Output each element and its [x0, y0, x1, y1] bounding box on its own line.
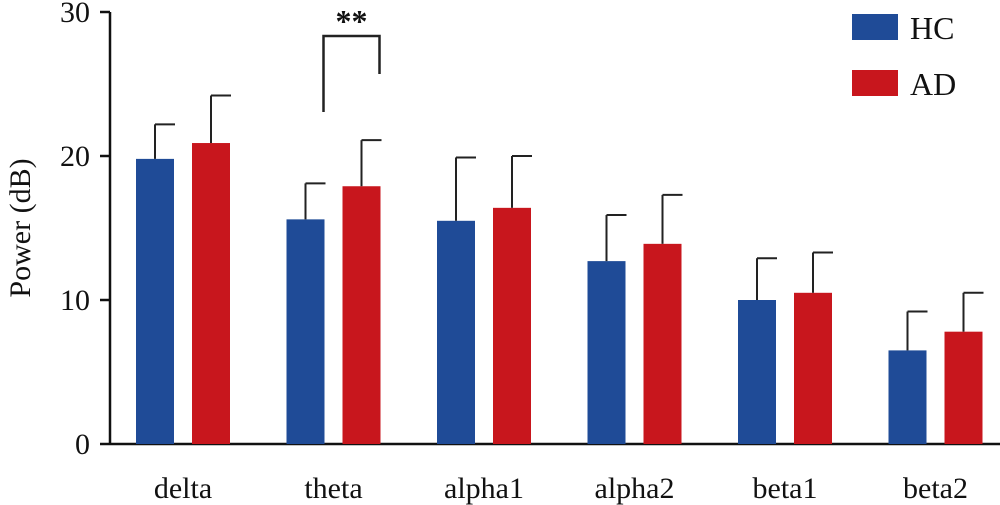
bar-hc-theta: [286, 219, 325, 444]
bar-ad-beta2: [944, 331, 983, 444]
bar-ad-delta: [192, 143, 230, 445]
bar-ad-alpha2: [643, 243, 682, 444]
y-tick-label: 20: [60, 140, 90, 173]
bar-hc-alpha2: [587, 261, 626, 444]
bar-hc-delta: [136, 158, 174, 444]
x-tick-label: beta1: [753, 472, 818, 505]
bars: [136, 143, 983, 445]
legend-label-hc: HC: [910, 10, 954, 46]
legend-label-ad: AD: [910, 66, 956, 102]
x-tick-label: theta: [304, 472, 362, 505]
y-axis-label: Power (dB): [4, 158, 37, 297]
x-tick-label: beta2: [903, 472, 968, 505]
legend: HC AD: [852, 10, 956, 102]
axes: [108, 12, 1000, 446]
x-labels: delta theta alpha1 alpha2 beta1 beta2: [154, 472, 968, 505]
x-tick-label: alpha2: [595, 472, 675, 505]
bar-hc-beta1: [738, 300, 776, 444]
bar-ad-beta1: [794, 292, 832, 444]
y-tick-label: 10: [60, 284, 90, 317]
legend-swatch-hc: [852, 14, 898, 40]
x-tick-label: alpha1: [444, 472, 524, 505]
bar-hc-alpha1: [437, 220, 475, 444]
bar-hc-beta2: [888, 350, 927, 444]
annotations: **: [322, 3, 381, 112]
y-tick-label: 30: [60, 0, 90, 29]
significance-bracket: [322, 34, 381, 112]
y-ticks: 0 10 20 30: [60, 0, 110, 461]
bar-ad-alpha1: [493, 207, 531, 444]
error-bars: [154, 94, 984, 351]
y-tick-label: 0: [75, 428, 90, 461]
x-tick-label: delta: [154, 472, 212, 505]
significance-label: **: [336, 3, 368, 39]
bar-ad-theta: [342, 186, 381, 445]
legend-swatch-ad: [852, 70, 898, 96]
